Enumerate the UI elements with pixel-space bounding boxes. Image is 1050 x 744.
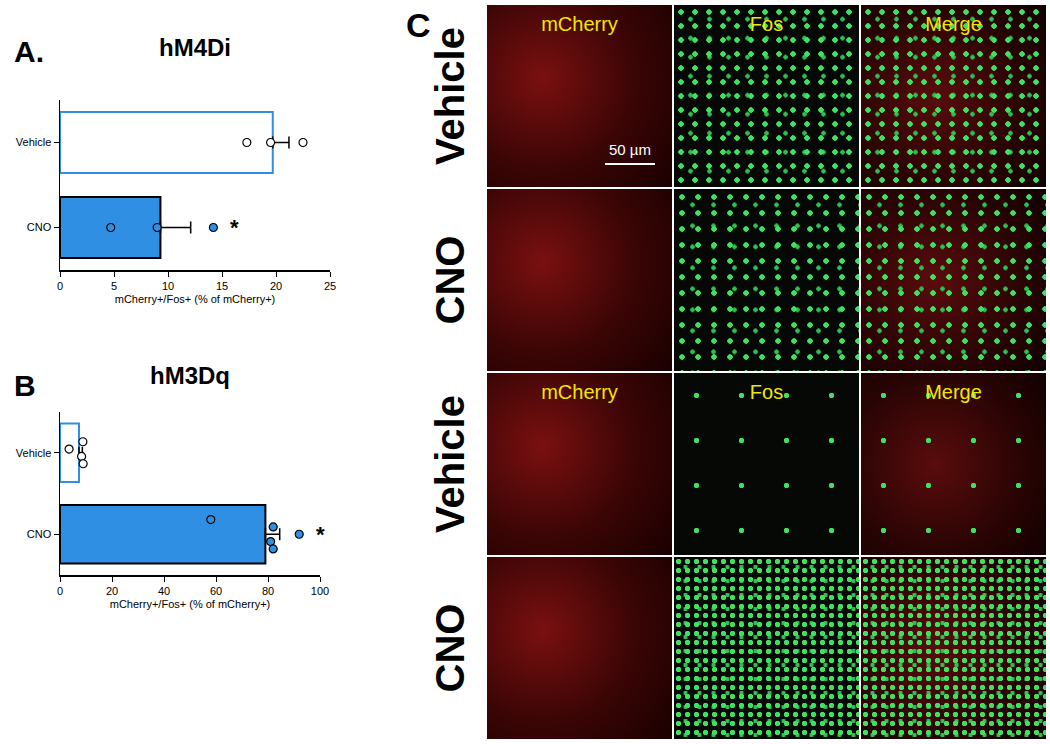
html-text:Fos: Fos [749,381,784,403]
svg-text:B: B [14,369,36,402]
svg-text:100: 100 [311,585,329,597]
svg-text:*: * [316,522,325,547]
html-text:C: C [406,6,431,44]
html-text:Vehicle: Vehicle [428,395,472,533]
svg-text:hM4Di: hM4Di [159,34,231,61]
svg-text:20: 20 [270,280,282,292]
svg-text:25: 25 [324,280,336,292]
svg-text:Vehicle: Vehicle [16,447,51,459]
svg-text:0: 0 [57,280,63,292]
svg-text:mCherry+/Fos+ (% of mCherry+): mCherry+/Fos+ (% of mCherry+) [115,293,275,305]
html-text:Merge: Merge [925,381,982,403]
svg-text:10: 10 [162,280,174,292]
html-text:Merge: Merge [925,13,982,35]
html-text:mCherry: mCherry [541,13,618,35]
svg-text:80: 80 [262,585,274,597]
svg-text:60: 60 [210,585,222,597]
html-text:50 µm: 50 µm [609,141,651,158]
svg-text:mCherry+/Fos+ (% of mCherry+): mCherry+/Fos+ (% of mCherry+) [110,598,270,610]
svg-text:*: * [230,215,239,240]
svg-text:40: 40 [158,585,170,597]
svg-text:hM3Dq: hM3Dq [150,362,230,389]
html-text:mCherry: mCherry [541,381,618,403]
svg-text:CNO: CNO [27,528,52,540]
svg-text:15: 15 [216,280,228,292]
svg-text:5: 5 [111,280,117,292]
svg-text:CNO: CNO [27,221,52,233]
html-text:CNO: CNO [428,603,472,693]
html-text:Fos: Fos [749,13,784,35]
svg-text:A.: A. [14,35,44,68]
html-text:Vehicle: Vehicle [428,27,472,165]
svg-text:0: 0 [57,585,63,597]
svg-text:Vehicle: Vehicle [16,136,51,148]
svg-text:20: 20 [106,585,118,597]
html-text:CNO: CNO [428,235,472,325]
